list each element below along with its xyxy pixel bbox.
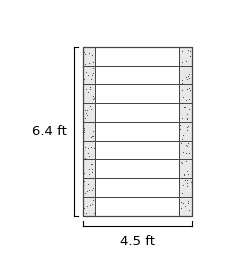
Bar bbox=[95, 47, 179, 66]
Bar bbox=[95, 141, 179, 159]
Bar bbox=[179, 66, 192, 84]
Bar bbox=[83, 66, 95, 84]
Bar bbox=[95, 178, 179, 197]
Bar bbox=[179, 197, 192, 215]
Text: 4.5 ft: 4.5 ft bbox=[120, 235, 155, 248]
Bar bbox=[83, 122, 95, 141]
Bar bbox=[83, 159, 95, 178]
Bar bbox=[83, 84, 95, 103]
Bar bbox=[95, 197, 179, 215]
Bar bbox=[83, 103, 95, 122]
Bar bbox=[179, 122, 192, 141]
Bar bbox=[179, 141, 192, 159]
Bar bbox=[83, 178, 95, 197]
Text: 6.4 ft: 6.4 ft bbox=[32, 125, 67, 138]
Bar bbox=[83, 197, 95, 215]
Bar bbox=[179, 103, 192, 122]
Bar bbox=[95, 84, 179, 103]
Bar bbox=[95, 122, 179, 141]
Bar bbox=[179, 178, 192, 197]
Bar bbox=[95, 159, 179, 178]
Bar bbox=[179, 159, 192, 178]
Bar bbox=[95, 66, 179, 84]
Bar bbox=[179, 47, 192, 66]
Bar bbox=[83, 47, 95, 66]
Bar bbox=[83, 47, 192, 215]
Bar bbox=[83, 141, 95, 159]
Bar bbox=[95, 103, 179, 122]
Bar bbox=[179, 84, 192, 103]
